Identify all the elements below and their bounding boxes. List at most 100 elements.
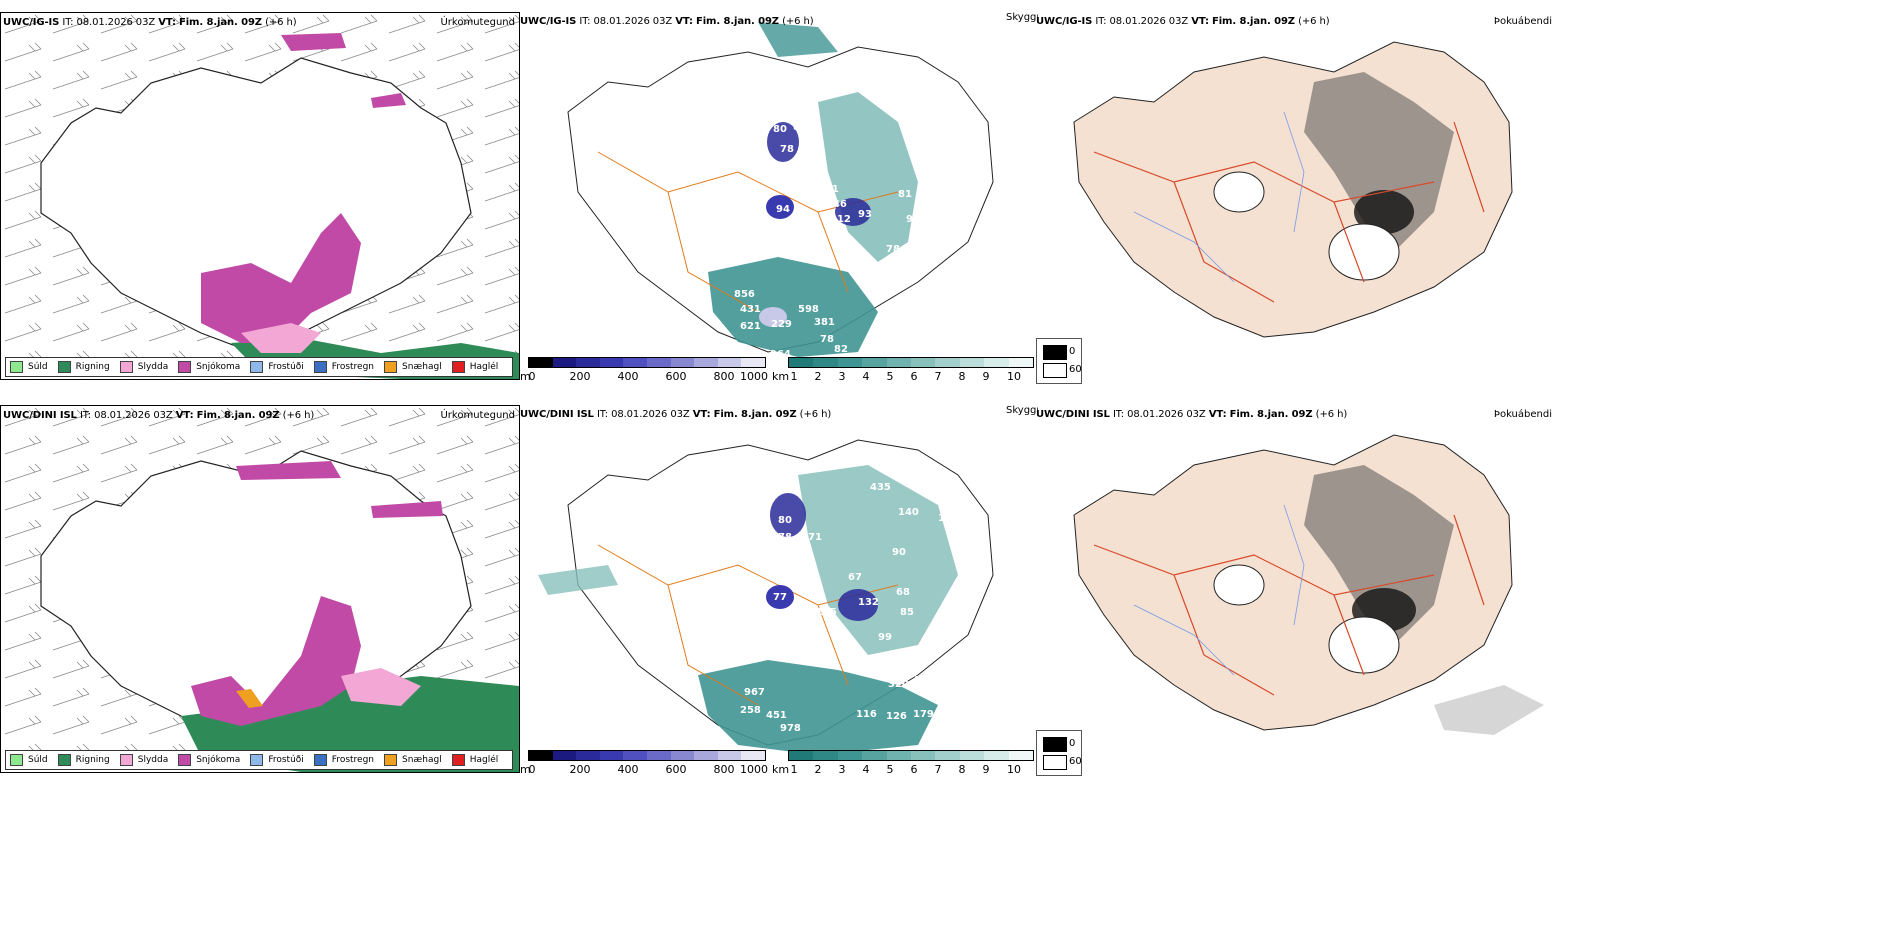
ceiling-label: 195: [816, 607, 837, 618]
ceiling-label: 258: [740, 705, 761, 716]
fog-map: [1073, 434, 1544, 735]
ceiling-label: 88: [808, 134, 822, 145]
ceiling-scale-bottom: m 0 200 400 600 800 1000: [520, 750, 770, 778]
colorbar-step: [911, 358, 936, 367]
ceiling-label: 71: [808, 532, 822, 543]
tick-label: 3: [838, 370, 846, 383]
ceiling-label: 140: [898, 507, 919, 518]
fog-legend-min: 0: [1069, 738, 1076, 749]
ceiling-unit: m: [520, 763, 531, 776]
colorbar-step: [1008, 358, 1034, 367]
tick-label: 1000: [740, 370, 768, 383]
sleet-area: [341, 668, 421, 706]
fog-map: [1073, 41, 1513, 338]
colorbar-step: [862, 751, 887, 760]
roads: [1093, 121, 1485, 303]
colorbar-step: [741, 358, 765, 367]
vis-area-north: [758, 22, 838, 57]
ceiling-label: 78: [886, 244, 900, 255]
ceiling-label: 146: [826, 199, 847, 210]
colorbar-step: [741, 751, 765, 760]
ceiling-label: 81: [898, 189, 912, 200]
snow-northeast: [371, 93, 406, 108]
snow-north: [281, 33, 346, 51]
fog-legend-max: 60: [1069, 756, 1082, 767]
tick-label: 1: [790, 370, 798, 383]
tick-label: 400: [617, 763, 639, 776]
precip-type-map: [1, 13, 519, 379]
colorbar-step: [646, 358, 671, 367]
ceiling-label: 320: [888, 679, 909, 690]
colorbar-step: [911, 751, 936, 760]
tick-label: 400: [617, 370, 639, 383]
colorbar-step: [959, 358, 985, 367]
colorbar-step: [837, 751, 863, 760]
tick-label: 0: [528, 763, 536, 776]
colorbar-step: [935, 751, 960, 760]
panel-title: Úrkomutegund: [440, 17, 515, 28]
sleet-area: [241, 323, 321, 353]
snow-area: [201, 213, 361, 343]
tick-label: 1000: [740, 763, 768, 776]
visibility-colorbar: [788, 357, 1034, 368]
snow-north: [236, 461, 341, 480]
colorbar-step: [717, 358, 742, 367]
panel-title: Þokuábendi: [1493, 409, 1552, 420]
ceiling-label: 969: [764, 462, 785, 473]
ceiling-cell: [838, 589, 878, 621]
tick-label: 800: [713, 763, 735, 776]
glacier: [1213, 564, 1265, 606]
legend-item: Snæhagl: [384, 754, 442, 766]
iceland-outline: [40, 450, 472, 742]
tick-label: 10: [1007, 763, 1021, 776]
tick-label: 2: [814, 763, 822, 776]
tick-label: 6: [910, 763, 918, 776]
legend-item: Haglél: [451, 754, 498, 766]
glacier: [1213, 171, 1265, 213]
colorbar-step: [576, 358, 600, 367]
ceiling-label: 94: [776, 204, 790, 215]
ceiling-scale-top: m 0 200 400 600 800 1000: [520, 357, 770, 385]
legend-item: Haglél: [451, 361, 498, 373]
panel-header: UWC/DINI ISL IT: 08.01.2026 03Z VT: Fim.…: [1036, 409, 1348, 420]
ceiling-label: 182: [964, 687, 985, 698]
ceiling-label: 90: [892, 547, 906, 558]
visibility-scale-bottom: km 1 2 3 4 5 6 7 8 9 10: [772, 750, 1036, 778]
ceiling-label: 978: [780, 723, 801, 734]
tick-label: 1: [790, 763, 798, 776]
ceiling-label: 132: [938, 670, 959, 681]
colorbar-step: [789, 358, 814, 367]
ceiling-label: 99: [878, 632, 892, 643]
iceland-land: [1073, 41, 1513, 338]
vis-area-northeast: [818, 92, 918, 262]
legend-item: Snjókoma: [178, 754, 240, 766]
colorbar-step: [984, 751, 1009, 760]
legend-item: Slydda: [119, 361, 168, 373]
colorbar-step: [552, 751, 577, 760]
ceiling-label: 111: [818, 184, 839, 195]
tick-label: 9: [982, 763, 990, 776]
colorbar-step: [529, 751, 553, 760]
rivers: [1133, 504, 1305, 676]
legend-item: Frostúði: [250, 361, 304, 373]
tick-label: 6: [910, 370, 918, 383]
colorbar-step: [599, 358, 624, 367]
snow-northeast: [371, 501, 443, 518]
colorbar-step: [599, 751, 624, 760]
colorbar-step: [670, 358, 695, 367]
ceiling-label: 68: [896, 587, 910, 598]
tick-label: 0: [528, 370, 536, 383]
colorbar-step: [694, 751, 718, 760]
ceiling-cell: [770, 493, 806, 537]
ceiling-label: 964: [770, 349, 791, 360]
legend-item: Frostregn: [313, 361, 374, 373]
precip-legend: Súld Rigning Slydda Snjókoma Frostúði Fr…: [5, 357, 514, 377]
ceiling-label: 179: [913, 709, 934, 720]
tick-label: 7: [934, 370, 942, 383]
ceiling-label: 126: [886, 711, 907, 722]
vis-area-south: [708, 257, 878, 357]
visibility-colorbar: [788, 750, 1034, 761]
glacier: [1328, 223, 1400, 281]
tick-label: 600: [665, 763, 687, 776]
